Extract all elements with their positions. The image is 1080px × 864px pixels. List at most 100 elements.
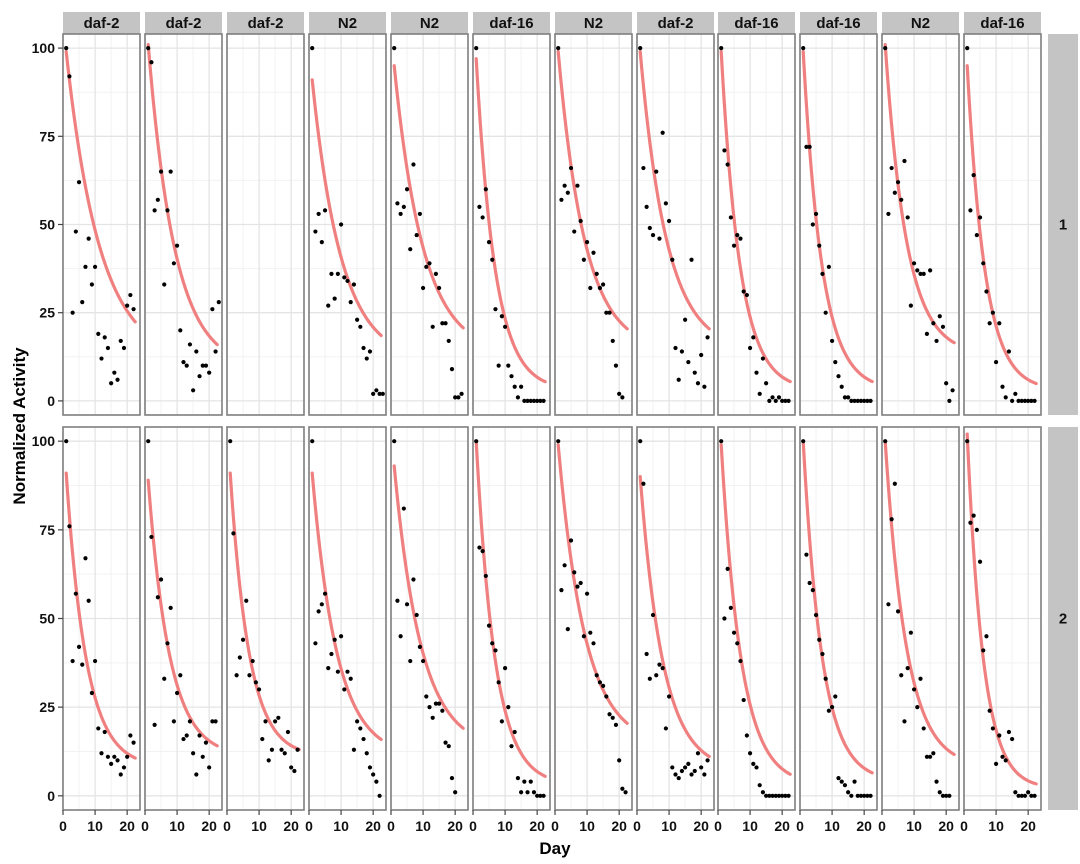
data-point bbox=[741, 289, 746, 294]
data-point bbox=[414, 232, 419, 238]
data-point bbox=[105, 345, 111, 351]
fit-curve bbox=[474, 57, 547, 384]
column-strip bbox=[391, 12, 468, 34]
fit-curve bbox=[310, 78, 383, 338]
data-point bbox=[588, 630, 593, 635]
y-tick-label: 100 bbox=[32, 40, 56, 56]
data-point bbox=[187, 342, 193, 347]
x-tick-label: 20 bbox=[611, 818, 627, 834]
data-point bbox=[801, 439, 806, 444]
data-point bbox=[541, 398, 546, 403]
column-strip-label: N2 bbox=[338, 15, 357, 32]
data-point bbox=[833, 694, 838, 699]
data-point bbox=[899, 673, 904, 678]
data-point bbox=[131, 307, 136, 312]
data-point bbox=[993, 761, 999, 766]
data-point bbox=[770, 395, 775, 400]
data-point bbox=[829, 338, 835, 344]
data-point bbox=[997, 321, 1002, 326]
data-point bbox=[817, 637, 822, 642]
data-point bbox=[683, 317, 688, 322]
x-tick-label: 20 bbox=[1020, 818, 1036, 834]
data-point bbox=[374, 779, 379, 784]
data-point bbox=[266, 758, 271, 763]
data-point bbox=[194, 772, 199, 777]
data-point bbox=[1000, 754, 1005, 759]
x-tick-label: 0 bbox=[633, 818, 641, 834]
x-tick-label: 10 bbox=[251, 818, 267, 834]
data-point bbox=[449, 775, 455, 781]
data-point bbox=[987, 708, 992, 713]
panel-data bbox=[801, 439, 874, 798]
data-point bbox=[371, 391, 376, 396]
data-point bbox=[414, 612, 419, 618]
data-point bbox=[826, 264, 831, 269]
data-point bbox=[865, 398, 870, 403]
data-point bbox=[430, 715, 435, 720]
panel-data bbox=[228, 439, 301, 774]
data-point bbox=[493, 307, 498, 312]
data-point bbox=[865, 793, 870, 798]
data-point bbox=[776, 395, 782, 400]
y-tick-label: 25 bbox=[39, 305, 55, 321]
data-point bbox=[502, 324, 508, 329]
fit-curve bbox=[638, 475, 711, 759]
data-point bbox=[937, 314, 942, 319]
data-point bbox=[757, 391, 762, 396]
data-point bbox=[858, 793, 864, 798]
panel-data bbox=[64, 46, 137, 386]
data-point bbox=[197, 733, 202, 738]
data-point bbox=[371, 772, 376, 777]
x-tick-label: 10 bbox=[661, 818, 677, 834]
data-point bbox=[351, 747, 357, 752]
panel-data bbox=[474, 439, 547, 798]
data-point bbox=[738, 236, 743, 241]
facet-panel bbox=[308, 427, 386, 810]
column-strip-label: daf-16 bbox=[489, 15, 533, 32]
data-point bbox=[430, 324, 435, 329]
data-point bbox=[705, 335, 710, 340]
data-point bbox=[67, 74, 72, 79]
data-point bbox=[670, 765, 675, 770]
data-point bbox=[1032, 793, 1037, 798]
data-point bbox=[203, 363, 209, 368]
data-point bbox=[644, 651, 649, 657]
data-point bbox=[535, 398, 540, 403]
data-point bbox=[424, 694, 429, 699]
facet-panel bbox=[881, 427, 959, 810]
y-tick-label: 25 bbox=[39, 699, 55, 715]
data-point bbox=[855, 793, 860, 798]
data-point bbox=[807, 144, 812, 149]
data-point bbox=[1003, 758, 1008, 763]
data-point bbox=[719, 439, 724, 444]
facet-panel bbox=[226, 427, 304, 810]
facet-panel bbox=[636, 34, 714, 415]
data-point bbox=[162, 676, 167, 681]
data-point bbox=[213, 349, 218, 354]
row-strip-label: 2 bbox=[1059, 611, 1067, 628]
x-tick-label: 10 bbox=[742, 818, 758, 834]
panel-data bbox=[965, 46, 1038, 403]
x-tick-label: 0 bbox=[551, 818, 559, 834]
data-point bbox=[355, 719, 360, 724]
data-point bbox=[804, 552, 809, 557]
data-point bbox=[783, 398, 788, 403]
data-point bbox=[556, 46, 561, 51]
data-point bbox=[522, 398, 527, 403]
data-point bbox=[868, 398, 873, 403]
data-point bbox=[269, 747, 275, 752]
fit-curve bbox=[392, 64, 465, 330]
data-point bbox=[456, 395, 461, 400]
x-tick-label: 10 bbox=[906, 818, 922, 834]
column-strip bbox=[63, 12, 140, 34]
data-point bbox=[83, 264, 88, 269]
data-point bbox=[121, 345, 127, 351]
data-point bbox=[92, 264, 98, 269]
data-point bbox=[417, 211, 422, 217]
data-point bbox=[237, 655, 242, 660]
data-point bbox=[754, 370, 759, 375]
data-point bbox=[118, 772, 123, 777]
data-point bbox=[731, 243, 737, 248]
data-point bbox=[647, 225, 652, 231]
